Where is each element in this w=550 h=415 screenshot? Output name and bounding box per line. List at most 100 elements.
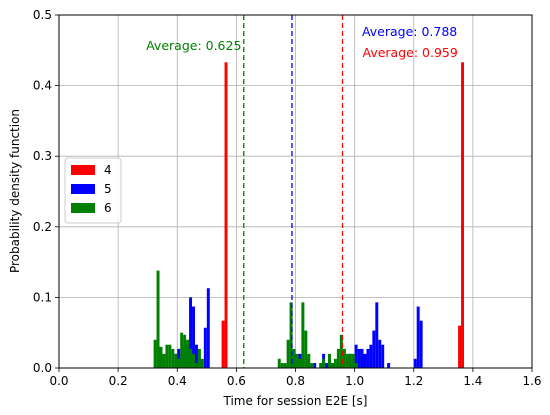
bar-series-6	[197, 348, 201, 368]
legend-label-4: 4	[104, 163, 112, 177]
y-tick-label: 0.1	[33, 290, 52, 304]
legend-swatch-5	[71, 184, 95, 194]
y-tick-label: 0.5	[33, 8, 52, 22]
bar-series-5	[387, 363, 391, 368]
bar-series-6	[342, 348, 346, 368]
bar-series-6	[351, 353, 355, 368]
bar-series-5	[177, 348, 181, 368]
bar-series-6	[177, 358, 181, 368]
bar-series-6	[301, 302, 305, 368]
bar-series-5	[313, 363, 317, 368]
bar-series-5	[416, 306, 420, 368]
bar-series-5	[203, 327, 207, 368]
legend-label-5: 5	[104, 182, 112, 196]
bar-series-5	[378, 339, 382, 368]
bar-series-6	[295, 353, 299, 368]
y-axis-label: Probability density function	[8, 109, 22, 273]
y-tick-label: 0.2	[33, 220, 52, 234]
bar-series-5	[194, 344, 198, 368]
bar-series-6	[180, 332, 184, 368]
bar-series-5	[366, 348, 370, 368]
bar-series-6	[283, 363, 287, 368]
bar-series-6	[165, 344, 169, 368]
bar-series-6	[330, 363, 334, 368]
bar-series-5	[419, 320, 423, 368]
bar-series-5	[192, 306, 195, 368]
bar-series-5	[206, 288, 210, 368]
average-annotation: Average: 0.625	[146, 38, 241, 53]
x-tick-label: 0.8	[286, 374, 305, 388]
bar-series-4	[461, 62, 465, 368]
bar-series-5	[413, 358, 417, 368]
bar-series-6	[307, 353, 311, 368]
axis-ticks: 0.0 0.2 0.4 0.6 0.8 1.0 1.2 1.4 1.6 0.0 0.1 0.2 0.3 0…	[33, 8, 542, 388]
bar-series-5	[381, 344, 385, 368]
bar-series-6	[289, 302, 293, 368]
bar-series-6	[322, 358, 326, 368]
bar-series-5	[354, 344, 358, 368]
bar-series-6	[200, 358, 204, 368]
average-annotation: Average: 0.788	[362, 24, 457, 39]
bar-series-5	[369, 344, 373, 368]
y-tick-label: 0.3	[33, 149, 52, 163]
x-tick-label: 0.0	[49, 374, 68, 388]
histogram-bars	[153, 62, 465, 368]
bar-series-6	[159, 346, 163, 368]
bar-series-6	[345, 353, 349, 368]
average-annotations: Average: 0.625 Average: 0.788 Average: 0.9…	[146, 24, 458, 60]
bar-series-6	[339, 334, 343, 368]
bar-series-6	[333, 358, 337, 368]
x-tick-label: 1.6	[522, 374, 541, 388]
bar-series-6	[319, 363, 323, 368]
bar-series-6	[168, 344, 172, 368]
bar-series-6	[280, 363, 284, 368]
bar-series-6	[298, 358, 302, 368]
bar-series-6	[186, 339, 190, 368]
bar-series-4	[224, 62, 228, 368]
bar-series-6	[189, 348, 193, 368]
x-tick-label: 1.4	[463, 374, 482, 388]
bar-series-6	[171, 348, 175, 368]
x-tick-label: 0.4	[168, 374, 187, 388]
y-tick-label: 0.0	[33, 361, 52, 375]
bar-series-6	[286, 339, 290, 368]
bar-series-5	[372, 330, 376, 368]
y-tick-label: 0.4	[33, 79, 52, 93]
bar-series-5	[375, 302, 379, 368]
bar-series-6	[292, 348, 296, 368]
bar-series-6	[310, 363, 314, 368]
bar-series-6	[183, 334, 187, 368]
bar-series-4	[458, 325, 462, 368]
bar-series-6	[354, 363, 358, 368]
bar-series-5	[189, 297, 193, 368]
bar-series-5	[360, 348, 364, 368]
legend: 4 5 6	[64, 157, 122, 224]
bar-series-6	[336, 348, 340, 368]
legend-swatch-4	[71, 165, 95, 175]
bar-series-6	[328, 353, 331, 368]
bar-series-6	[156, 270, 160, 368]
bar-series-6	[348, 353, 352, 368]
bar-series-6	[194, 363, 198, 368]
bar-series-4	[221, 320, 225, 368]
bar-series-6	[304, 330, 308, 368]
bar-series-5	[357, 348, 361, 368]
bar-series-6	[162, 353, 166, 368]
bar-series-5	[325, 363, 329, 368]
grid-lines	[58, 14, 533, 369]
x-tick-label: 0.6	[227, 374, 246, 388]
average-lines	[243, 15, 344, 368]
x-tick-label: 1.2	[404, 374, 423, 388]
bar-series-6	[153, 339, 157, 368]
legend-label-6: 6	[104, 201, 112, 215]
x-tick-label: 1.0	[345, 374, 364, 388]
x-axis-label: Time for session E2E [s]	[223, 394, 368, 408]
bar-series-6	[192, 353, 195, 368]
bar-series-6	[174, 353, 178, 368]
legend-swatch-6	[71, 203, 95, 213]
bar-series-6	[277, 358, 281, 368]
bar-series-5	[363, 353, 367, 368]
average-annotation: Average: 0.959	[363, 45, 458, 60]
x-tick-label: 0.2	[109, 374, 128, 388]
